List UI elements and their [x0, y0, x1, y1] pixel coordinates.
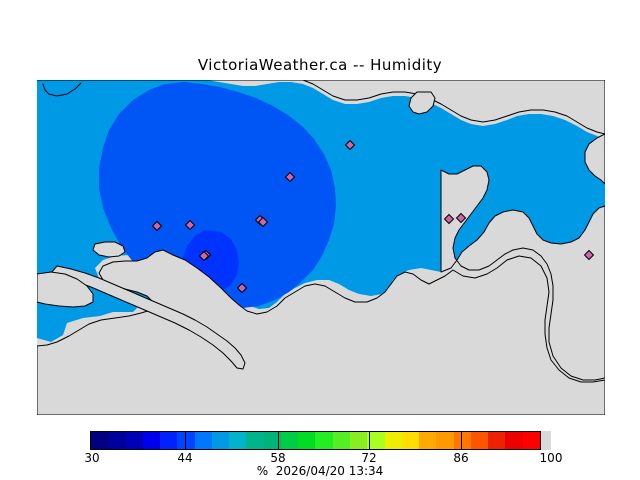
colorbar-segment-17: [384, 432, 402, 449]
station-marker[interactable]: [198, 250, 210, 262]
colorbar-tick-72: [369, 431, 370, 450]
colorbar-label-44: 44: [177, 451, 193, 465]
colorbar-label-86: 86: [453, 451, 469, 465]
colorbar-segment-16: [367, 432, 385, 449]
land-east-peninsula: [584, 133, 605, 185]
station-marker[interactable]: [455, 212, 467, 224]
colorbar-segment-18: [401, 432, 420, 449]
colorbar-segment-24: [505, 432, 523, 449]
station-markers[interactable]: [151, 139, 595, 294]
land-northeast-bay: [408, 91, 436, 115]
station-marker[interactable]: [344, 139, 356, 151]
colorbar-label-100: 100: [539, 451, 563, 465]
station-marker[interactable]: [443, 213, 455, 225]
colorbar-segment-7: [211, 432, 230, 449]
land-north-shore: [37, 80, 605, 135]
station-marker[interactable]: [184, 219, 196, 231]
colorbar-segment-15: [349, 432, 368, 449]
page-title: VictoriaWeather.ca -- Humidity: [197, 56, 443, 74]
colorbar-segment-20: [436, 432, 454, 449]
coastline-top-left: [42, 82, 82, 97]
map-canvas[interactable]: [37, 80, 605, 415]
colorbar-segment-9: [246, 432, 264, 449]
humidity-colorbar[interactable]: [90, 431, 541, 450]
colorbar-tick-labels: 30 44 58 72 86 100: [0, 451, 640, 465]
colorbar-segment-13: [315, 432, 333, 449]
land-east-mainland: [440, 165, 605, 381]
colorbar-segment-1: [108, 432, 126, 449]
colorbar-label-30: 30: [84, 451, 100, 465]
colorbar-segment-21: [453, 432, 471, 449]
colorbar-segment-19: [419, 432, 437, 449]
colorbar-segment-14: [332, 432, 350, 449]
colorbar-label-72: 72: [361, 451, 377, 465]
humidity-map[interactable]: [37, 80, 605, 415]
colorbar-segment-6: [194, 432, 212, 449]
colorbar-label-58: 58: [270, 451, 286, 465]
colorbar-caption: % 2026/04/20 13:34: [256, 464, 384, 478]
colorbar-segment-10: [263, 432, 281, 449]
land-masses: [37, 80, 605, 415]
colorbar-overflow-swatch: [541, 431, 551, 450]
colorbar-tick-44: [185, 431, 186, 450]
colorbar-segment-11: [280, 432, 299, 449]
colorbar-segment-8: [229, 432, 247, 449]
colorbar-segment-3: [142, 432, 161, 449]
station-marker[interactable]: [151, 220, 163, 232]
colorbar-tick-86: [461, 431, 462, 450]
colorbar-segment-25: [522, 432, 540, 449]
colorbar-container: [90, 431, 551, 450]
colorbar-segment-22: [470, 432, 489, 449]
station-marker[interactable]: [257, 216, 269, 228]
colorbar-tick-58: [278, 431, 279, 450]
land-west-islands: [92, 241, 126, 258]
station-marker[interactable]: [583, 249, 595, 261]
station-marker[interactable]: [284, 171, 296, 183]
colorbar-segment-2: [125, 432, 143, 449]
land-south-mainland: [37, 249, 605, 415]
colorbar-segment-23: [488, 432, 506, 449]
land-southwest-lobe: [37, 271, 94, 308]
station-marker[interactable]: [236, 282, 248, 294]
colorbar-segment-0: [91, 432, 109, 449]
colorbar-segment-12: [298, 432, 316, 449]
colorbar-segment-4: [160, 432, 178, 449]
